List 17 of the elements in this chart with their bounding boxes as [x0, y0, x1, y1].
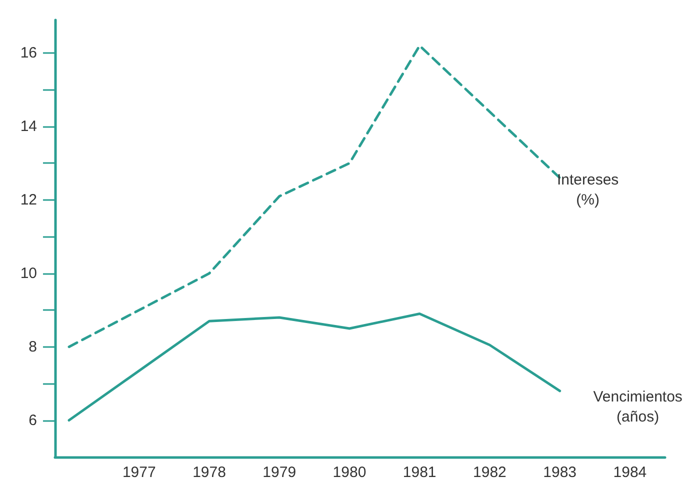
- x-tick-label: 1982: [473, 464, 506, 481]
- y-tick-label: 14: [20, 118, 37, 135]
- y-tick-label: 16: [20, 44, 37, 62]
- x-tick-label: 1977: [122, 464, 156, 481]
- y-tick-label: 12: [20, 191, 37, 208]
- x-tick-label: 1980: [332, 464, 366, 481]
- y-tick-label: 6: [28, 412, 37, 429]
- series-label: Intereses (%): [556, 171, 619, 208]
- x-tick-label: 1978: [192, 464, 226, 481]
- x-tick-label: 1983: [543, 464, 577, 481]
- line-series: [68, 312, 562, 422]
- x-tick-label: 1979: [262, 464, 296, 481]
- x-tick-label: 1984: [613, 464, 647, 481]
- text: Vencimientos (años): [593, 388, 682, 426]
- x-tick-label: 1981: [402, 464, 436, 481]
- y-tick-label: 8: [28, 338, 37, 356]
- y-tick-label: 10: [20, 264, 37, 282]
